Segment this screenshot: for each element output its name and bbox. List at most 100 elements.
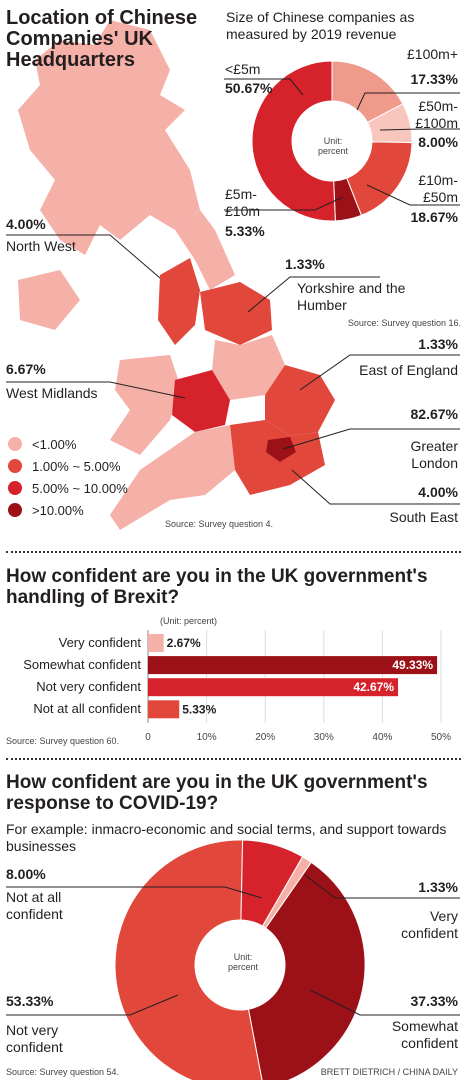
bar-not-at-all-confident xyxy=(148,700,180,719)
legend-swatch xyxy=(8,503,22,517)
bar-value-label: 5.33% xyxy=(182,702,216,716)
bar-value-label: 2.67% xyxy=(167,636,201,650)
region-pct-yorkshire: 1.33% xyxy=(285,256,325,272)
legend-item: <1.00% xyxy=(8,433,128,455)
map-title: Location of Chinese Companies' UK Headqu… xyxy=(6,7,198,71)
region-name-london: Greater London xyxy=(410,438,458,471)
region-pct-south-east: 4.00% xyxy=(418,484,458,500)
covid-source: Source: Survey question 54. xyxy=(6,1067,120,1077)
covid-label-notvery: Not very confident xyxy=(6,1022,63,1055)
map-region-north-west xyxy=(158,258,200,345)
leader-covid-notatall xyxy=(6,886,263,899)
bar-value-label: 49.33% xyxy=(392,658,433,672)
legend-swatch xyxy=(8,481,22,495)
brexit-unit: (Unit: percent) xyxy=(160,616,218,626)
size-pct-lt5m: 50.67% xyxy=(225,80,273,96)
brexit-title: How confident are you in the UK governme… xyxy=(6,566,428,608)
covid-pct-notvery: 53.33% xyxy=(6,993,54,1009)
map-region-yorkshire xyxy=(200,282,272,345)
x-tick-label: 10% xyxy=(197,732,217,740)
map-region-south-west xyxy=(110,425,235,530)
legend-label: 1.00% ~ 5.00% xyxy=(32,458,121,474)
leader-line-east-of-england xyxy=(299,354,460,391)
region-name-west-midlands: West Midlands xyxy=(6,385,98,401)
legend-item: >10.00% xyxy=(8,499,128,521)
covid-label-somewhat: Somewhat confident xyxy=(391,1018,458,1051)
map-region-scotland xyxy=(18,20,200,255)
legend-swatch xyxy=(8,459,22,473)
x-tick-label: 40% xyxy=(372,732,392,740)
bar-not-very-confident xyxy=(148,678,399,697)
covid-label-notatall: Not at all confident xyxy=(6,889,63,922)
bar-category-label: Very confident xyxy=(58,635,141,650)
x-tick-label: 50% xyxy=(431,732,451,740)
covid-pct-somewhat: 37.33% xyxy=(410,993,458,1009)
divider xyxy=(6,551,461,553)
map-region-northern-ireland xyxy=(18,270,80,330)
size-label-5m: £5m- £10m xyxy=(225,186,261,219)
legend-label: >10.00% xyxy=(32,502,84,518)
bar-somewhat-confident xyxy=(148,656,438,675)
region-name-east-of-england: East of England xyxy=(359,362,458,378)
legend-label: 5.00% ~ 10.00% xyxy=(32,480,128,496)
size-label-50m: £50m- £100m xyxy=(415,98,458,131)
region-pct-east-of-england: 1.33% xyxy=(418,336,458,352)
size-label-10m: £10m- £50m xyxy=(418,172,458,205)
legend-swatch xyxy=(8,437,22,451)
brexit-source: Source: Survey question 60. xyxy=(6,736,120,746)
legend-label: <1.00% xyxy=(32,436,77,452)
brexit-bar-chart: 0 10% 20% 30% 40% 50% 2.67% 49.33% 42.67% 5.33% xyxy=(145,630,451,740)
size-chart-title: Size of Chinese companies as measured by… xyxy=(226,9,415,42)
region-name-south-east: South East xyxy=(389,509,459,525)
leader-line-yorkshire xyxy=(247,276,380,313)
credit: BRETT DIETRICH / CHINA DAILY xyxy=(320,1067,458,1077)
covid-pct-notatall: 8.00% xyxy=(6,866,46,882)
covid-unit: Unit: percent xyxy=(227,952,259,972)
bar-category-label: Not at all confident xyxy=(33,701,141,717)
map-region-east-midlands xyxy=(212,335,285,400)
legend-item: 1.00% ~ 5.00% xyxy=(8,455,128,477)
size-source: Source: Survey question 16. xyxy=(347,318,461,328)
x-tick-label: 0 xyxy=(145,732,151,740)
size-pct-5m: 5.33% xyxy=(225,223,265,239)
size-pct-10m: 18.67% xyxy=(410,209,458,225)
region-pct-west-midlands: 6.67% xyxy=(6,361,46,377)
size-pct-100m: 17.33% xyxy=(410,71,458,87)
map-region-east-of-england xyxy=(265,365,335,436)
bar-very-confident xyxy=(148,634,164,652)
covid-donut xyxy=(6,840,460,1080)
map-legend: <1.00% 1.00% ~ 5.00% 5.00% ~ 10.00% >10.… xyxy=(8,433,128,521)
leader-line-west-midlands xyxy=(6,381,186,399)
region-name-north-west: North West xyxy=(6,238,76,254)
covid-label-very: Very confident xyxy=(401,908,458,941)
map-region-wales xyxy=(110,355,180,455)
region-pct-london: 82.67% xyxy=(410,406,458,422)
map-source: Source: Survey question 4. xyxy=(165,519,274,529)
map-region-west-midlands xyxy=(172,370,230,432)
leader-covid-somewhat xyxy=(309,989,460,1016)
region-pct-north-west: 4.00% xyxy=(6,216,46,232)
map-region-north-east xyxy=(175,210,235,290)
leader-covid-very xyxy=(304,874,460,899)
size-label-100m: £100m+ xyxy=(407,46,458,62)
covid-pct-very: 1.33% xyxy=(418,879,458,895)
covid-title: How confident are you in the UK governme… xyxy=(6,772,428,814)
divider xyxy=(6,758,461,760)
uk-map xyxy=(6,20,460,530)
bar-category-label: Not very confident xyxy=(36,679,141,695)
x-tick-label: 20% xyxy=(255,732,275,740)
size-pct-50m: 8.00% xyxy=(418,134,458,150)
region-name-yorkshire: Yorkshire and the Humber xyxy=(297,280,406,313)
size-unit: Unit: percent xyxy=(317,136,349,156)
leader-covid-notvery xyxy=(6,994,179,1016)
legend-item: 5.00% ~ 10.00% xyxy=(8,477,128,499)
covid-subtitle: For example: inmacro-economic and social… xyxy=(6,821,447,854)
slice-not-at-all-confident xyxy=(240,840,304,927)
slice-not-very-confident xyxy=(114,840,263,1080)
donut-hole xyxy=(195,920,285,1010)
leader-line-south-east xyxy=(291,469,460,505)
bar-category-label: Somewhat confident xyxy=(23,657,141,673)
leader-line-london xyxy=(282,428,460,450)
size-label-lt5m: <£5m xyxy=(225,61,261,77)
leader-line-north-west xyxy=(6,234,161,279)
